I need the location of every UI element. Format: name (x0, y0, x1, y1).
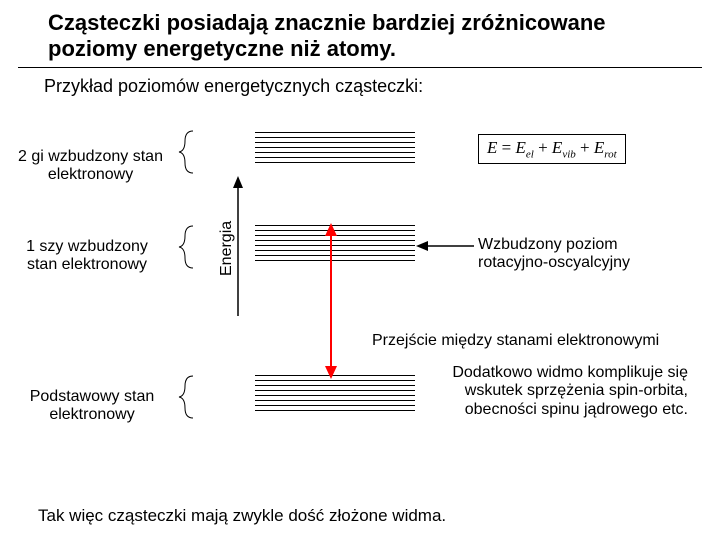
page-subtitle: Przykład poziomów energetycznych cząstec… (0, 68, 720, 103)
state1-brace (175, 225, 197, 269)
conclusion: Tak więc cząsteczki mają zwykle dość zło… (38, 506, 446, 526)
eq-p2: + (580, 138, 590, 157)
state0-brace (175, 375, 197, 419)
eq-E: E (487, 138, 497, 157)
state1-label: 1 szy wzbudzony stan elektronowy (12, 238, 162, 275)
state0-label: Podstawowy stan elektronowy (22, 388, 162, 425)
annot-text: Wzbudzony poziom rotacyjno-oscyalcyjny (478, 236, 678, 273)
eq-E3: E (594, 138, 604, 157)
state2-brace (175, 130, 197, 174)
state2-text: 2 gi wzbudzony stan elektronowy (18, 148, 163, 183)
page-title: Cząsteczki posiadają znacznie bardziej z… (18, 0, 702, 68)
transition-label: Przejście między stanami elektronowymi (372, 332, 659, 350)
eq-E2: E (552, 138, 562, 157)
eq-sub1: el (526, 148, 534, 160)
state2-lines (255, 132, 415, 163)
extra-text: Dodatkowo widmo komplikuje się wskutek s… (424, 364, 688, 419)
eq-p1: + (538, 138, 548, 157)
energy-axis-label: Energia (218, 221, 236, 276)
state2-label: 2 gi wzbudzony stan elektronowy (18, 148, 163, 185)
state0-text: Podstawowy stan elektronowy (30, 388, 155, 423)
eq-E1: E (515, 138, 525, 157)
eq-sub2: vib (562, 148, 575, 160)
annot-arrow (416, 239, 476, 258)
transition-arrow (323, 223, 339, 384)
eq-eq: = (502, 138, 512, 157)
energy-equation: E = Eel + Evib + Erot (478, 134, 626, 164)
eq-sub3: rot (604, 148, 616, 160)
state1-text: 1 szy wzbudzony stan elektronowy (26, 238, 148, 273)
energy-diagram: 2 gi wzbudzony stan elektronowy 1 szy wz… (0, 120, 720, 460)
